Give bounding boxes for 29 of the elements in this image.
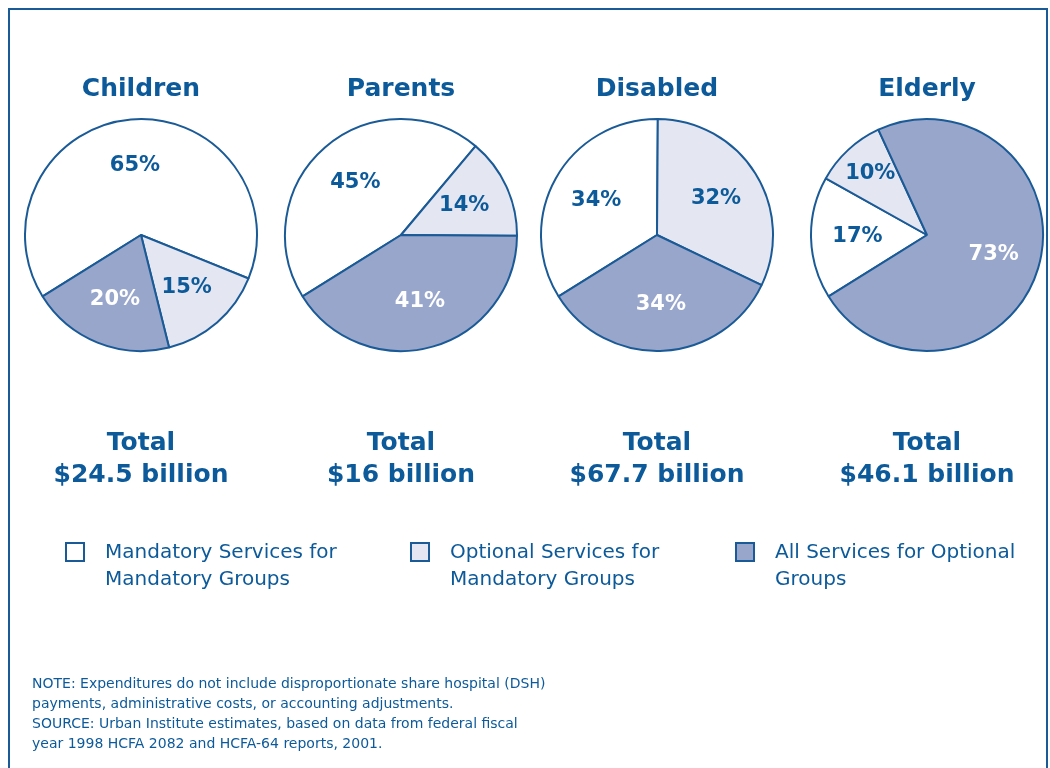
data-label: 20% — [89, 285, 141, 310]
legend-label: Mandatory Services for Mandatory Groups — [105, 538, 338, 592]
data-label: 32% — [690, 184, 742, 209]
chart-title: Children — [80, 72, 202, 104]
source-note: SOURCE: Urban Institute estimates, based on data from federal fiscal year 1998 HCFA 2082 and HCFA-64 reports, 2001. — [32, 714, 519, 753]
data-label: 10% — [845, 160, 896, 185]
text: $46.1 billion — [838, 458, 1016, 490]
text: $24.5 billion — [52, 458, 230, 490]
text: NOTE: Expenditures do not include disproportionate share hospital (DSH) payments, administrative costs, or accounting adjustments. — [32, 674, 547, 713]
data-label: 41% — [394, 288, 446, 313]
data-label: 14% — [439, 192, 490, 217]
data-label: 73% — [968, 241, 1019, 266]
chart-title: Elderly — [877, 72, 977, 104]
data-label: 34% — [635, 290, 687, 315]
chart-title: Disabled — [594, 72, 720, 104]
text: $67.7 billion — [568, 458, 746, 490]
legend-label: Optional Services for Mandatory Groups — [450, 538, 661, 592]
data-label: 45% — [330, 168, 381, 193]
text: Total — [365, 426, 437, 458]
legend-label: All Services for Optional Groups — [775, 538, 1017, 592]
text: Total — [105, 426, 177, 458]
data-label: 15% — [161, 273, 212, 298]
text: Total — [621, 426, 693, 458]
data-label: 34% — [571, 187, 622, 212]
text: $16 billion — [325, 458, 476, 490]
text: Total — [891, 426, 963, 458]
data-label: 17% — [832, 223, 883, 248]
data-label: 65% — [109, 152, 161, 177]
chart-title: Parents — [345, 72, 457, 104]
